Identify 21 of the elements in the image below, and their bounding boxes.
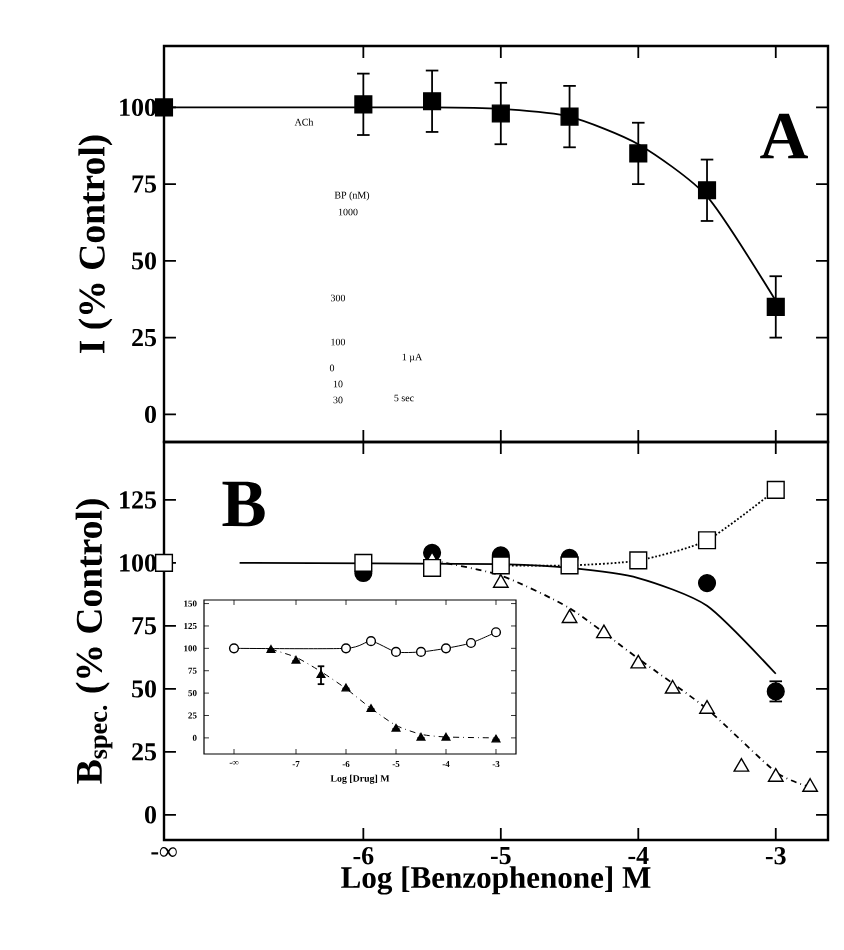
y-tick-label: 100 [120,98,156,117]
x-tick-label: -4 [628,847,649,865]
y-tick-label: 50 [132,680,156,698]
y-tick-label: 25 [132,743,157,761]
y-tick-label: 75 [132,175,157,193]
y-tick-label: 0 [145,806,156,824]
y-tick-label: 75 [132,617,157,635]
x-tick-label: -3 [765,847,786,865]
x-axis-title: Log [Benzophenone] M [341,866,651,895]
annotation: A [760,113,808,159]
y-tick-label: 125 [120,491,157,509]
y-tick-label: 100 [120,554,156,572]
y-axis-title: I (% Control) [78,135,113,353]
y-tick-label: 0 [145,405,156,424]
x-tick-label: -5 [490,847,511,865]
x-tick-label: -6 [353,847,374,865]
y-tick-label: 50 [132,252,156,270]
x-tick-label: -∞ [151,847,177,857]
annotation: B [222,481,265,527]
y-tick-label: 25 [132,328,157,347]
y-axis-title: B$_{spec.}$ (% Control) [75,499,113,784]
